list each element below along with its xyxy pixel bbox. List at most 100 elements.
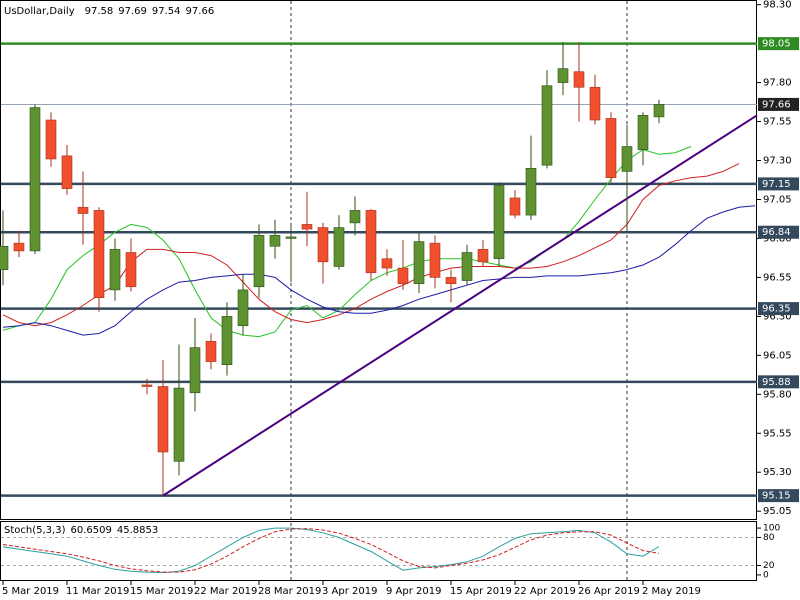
candle-body [77,206,89,214]
candle-body [541,85,553,166]
candle-body [301,224,313,230]
candle-body [557,68,569,83]
candle-body [525,168,537,216]
header-low: 97.54 [152,6,181,17]
candle-body [189,347,201,394]
y-tick-label: 97.30 [763,156,792,167]
candle-body [93,210,105,298]
candle-body [573,71,585,88]
y-tick-label: 96.55 [763,272,792,283]
header-close: 97.66 [186,6,215,17]
candle-body [125,252,137,288]
candle-body [221,316,233,366]
candle-body [653,104,665,118]
candle-body [445,277,457,284]
stoch-main-value: 60.6509 [70,525,111,536]
x-tick-label: 28 Mar 2019 [258,586,321,597]
y-tick-label: 96.05 [763,350,792,361]
candle-body [269,235,281,247]
candle-body [381,258,393,269]
trendline [162,114,758,497]
chart-title: UsDollar,Daily [4,6,75,17]
level-label: 95.88 [762,377,791,388]
candle-body [493,185,505,260]
candle-body [13,242,25,252]
x-tick-label: 5 Mar 2019 [2,586,59,597]
y-tick-label: 97.55 [763,117,792,128]
candle-body [61,155,73,189]
stoch-title: Stoch(5,3,3) [4,525,66,536]
x-tick-label: 22 Apr 2019 [514,586,576,597]
main-header: UsDollar,Daily 97.58 97.69 97.54 97.66 [4,6,214,17]
candle-body [157,386,169,453]
y-tick-label: 97.05 [763,194,792,205]
candle-body [605,118,617,178]
candle-body [509,197,521,216]
x-tick-label: 15 Mar 2019 [130,586,193,597]
x-tick-label: 2 May 2019 [642,586,701,597]
moving-average [2,163,740,327]
stoch-y-tick-label: 0 [763,570,769,580]
y-tick-label: 95.80 [763,389,792,400]
candle-body [477,249,489,263]
candle-body [333,227,345,267]
stoch-y-tick-label: 80 [763,533,775,543]
stoch-line [2,528,660,573]
header-high: 97.69 [118,6,147,17]
candle-body [621,146,633,172]
x-tick-label: 26 Apr 2019 [578,586,640,597]
level-label-box [758,302,799,316]
moving-average [2,205,756,336]
x-tick-label: 22 Mar 2019 [194,586,257,597]
candle-body [253,235,265,288]
candle-body [109,249,121,291]
y-tick-label: 95.30 [763,467,792,478]
candle-body [637,115,649,150]
level-label: 95.15 [762,491,791,502]
x-tick-label: 9 Apr 2019 [386,586,441,597]
candle-body [173,387,185,462]
candle-body [589,86,601,121]
candle-body [413,241,425,284]
level-label-box [758,37,799,51]
y-tick-label: 97.80 [763,78,792,89]
stoch-header: Stoch(5,3,3) 60.6509 45.8853 [4,525,158,536]
level-label-box [758,177,799,191]
level-label: 96.84 [762,227,791,238]
header-open: 97.58 [85,6,114,17]
candle-body [237,289,249,327]
candle-body [205,341,217,362]
y-tick-label: 95.55 [763,428,792,439]
candle-body [0,245,9,270]
level-label: 96.35 [762,304,791,315]
current-price-label: 97.66 [762,99,791,110]
moving-average [2,146,692,338]
stoch-signal-value: 45.8853 [117,525,158,536]
level-label-box [758,225,799,239]
candle-body [317,227,329,263]
level-label-box [758,375,799,389]
y-tick-label: 98.30 [763,0,792,11]
candle-body [349,210,361,224]
level-label-box [758,489,799,503]
level-label: 98.05 [762,39,791,50]
current-price-box [758,97,799,111]
y-tick-label: 95.05 [763,506,792,517]
candle-body [285,236,297,239]
x-tick-label: 3 Apr 2019 [322,586,377,597]
candle-body [29,107,41,252]
stoch-y-tick-label: 100 [763,524,780,534]
candle-body [365,210,377,274]
y-tick-label: 96.80 [763,233,792,244]
x-tick-label: 11 Mar 2019 [66,586,129,597]
candle-body [429,242,441,278]
x-tick-label: 15 Apr 2019 [450,586,512,597]
candle-body [461,252,473,281]
level-label: 97.15 [762,179,791,190]
stoch-y-tick-label: 20 [763,561,775,571]
candle-body [45,119,57,160]
stoch-line [2,527,660,574]
candle-body [397,267,409,284]
candle-body [141,384,153,387]
